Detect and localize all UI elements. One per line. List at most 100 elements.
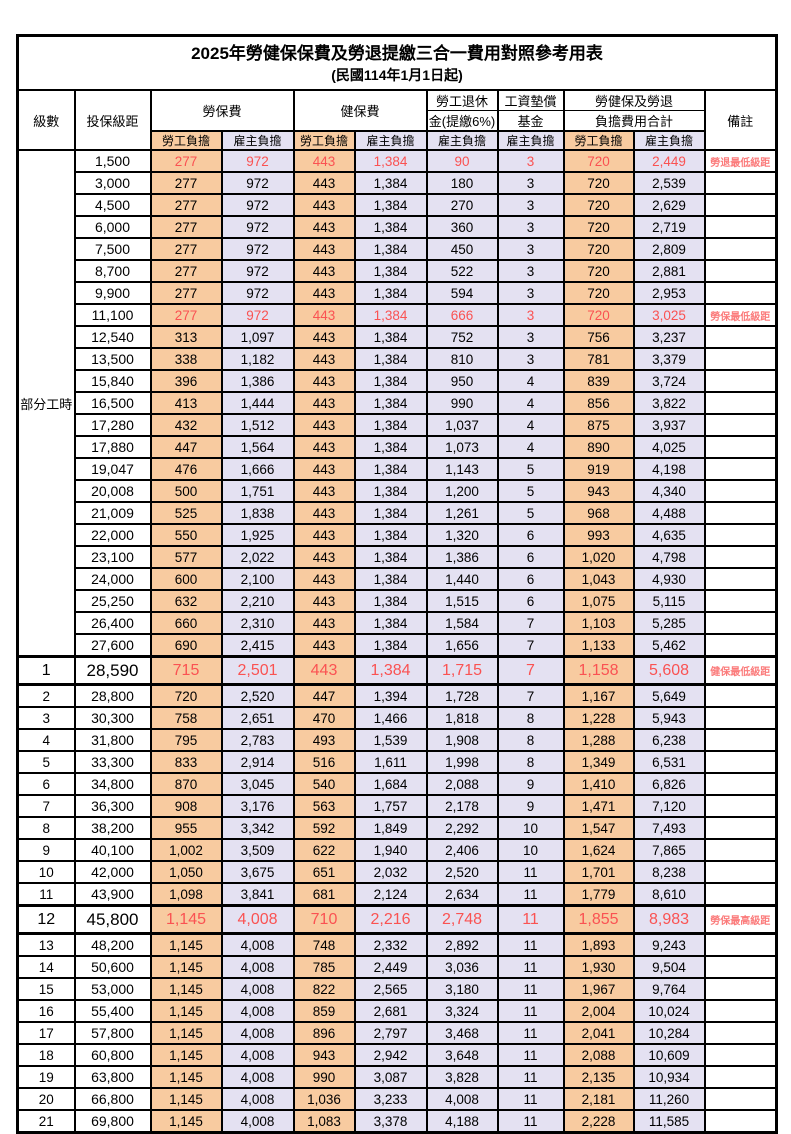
health-insurance-employee-cell: 443 xyxy=(292,193,356,217)
table-row: 16,500 413 1,444 443 1,384 990 4 856 3,822 xyxy=(18,391,778,415)
total-employer-cell: 5,462 xyxy=(632,633,706,658)
remark-cell xyxy=(703,237,778,261)
labor-insurance-employer-cell: 3,841 xyxy=(220,882,295,907)
labor-insurance-employee-cell: 1,098 xyxy=(149,882,223,907)
health-insurance-employer-cell: 1,849 xyxy=(353,816,428,840)
table-row: 17,280 432 1,512 443 1,384 1,037 4 875 3,937 xyxy=(18,413,778,437)
bracket-cell: 3,000 xyxy=(73,171,152,195)
remark-cell xyxy=(703,1021,778,1045)
level-cell: 19 xyxy=(16,1065,76,1089)
health-insurance-employee-cell: 443 xyxy=(292,369,356,393)
level-cell: 16 xyxy=(16,999,76,1023)
table-row: 12,540 313 1,097 443 1,384 752 3 756 3,237 xyxy=(18,325,778,349)
total-employer-cell: 5,115 xyxy=(632,589,706,613)
pension-employer-cell: 1,656 xyxy=(425,633,499,658)
table-row: 13,500 338 1,182 443 1,384 810 3 781 3,379 xyxy=(18,347,778,371)
labor-insurance-employee-cell: 908 xyxy=(149,794,223,818)
table-row: 20,008 500 1,751 443 1,384 1,200 5 943 4,340 xyxy=(18,479,778,503)
remark-cell: 健保最低級距 xyxy=(703,655,778,686)
health-insurance-employee-cell: 990 xyxy=(292,1065,356,1089)
labor-insurance-employer-cell: 972 xyxy=(220,149,295,173)
wage-fund-employer-cell: 9 xyxy=(496,794,565,818)
total-employee-cell: 720 xyxy=(562,171,635,195)
subheader-labor-employer: 雇主負擔 xyxy=(220,130,295,151)
remark-cell xyxy=(703,413,778,437)
wage-fund-employer-cell: 11 xyxy=(496,1021,565,1045)
labor-insurance-employee-cell: 396 xyxy=(149,369,223,393)
health-insurance-employee-cell: 943 xyxy=(292,1043,356,1067)
labor-insurance-employer-cell: 2,651 xyxy=(220,706,295,730)
bracket-cell: 19,047 xyxy=(73,457,152,481)
health-insurance-employee-cell: 748 xyxy=(292,932,356,957)
wage-fund-employer-cell: 11 xyxy=(496,882,565,907)
header-sub-row: 勞工負擔 雇主負擔 勞工負擔 雇主負擔 雇主負擔 雇主負擔 勞工負擔 雇主負擔 xyxy=(18,130,777,151)
total-employee-cell: 720 xyxy=(562,303,635,327)
health-insurance-employer-cell: 3,378 xyxy=(353,1109,428,1134)
level-cell: 7 xyxy=(16,794,76,818)
table-row: 20 66,800 1,145 4,008 1,036 3,233 4,008 11 2,181… xyxy=(16,1087,778,1111)
bracket-cell: 66,800 xyxy=(73,1087,152,1111)
remark-cell: 勞退最低級距 xyxy=(703,149,778,173)
total-employee-cell: 1,158 xyxy=(562,655,635,686)
col-header-pension-line1: 勞工退休 xyxy=(425,89,499,111)
health-insurance-employee-cell: 443 xyxy=(292,589,356,613)
labor-insurance-employer-cell: 4,008 xyxy=(220,904,295,935)
title-row: 2025年勞健保保費及勞退提繳三合一費用對照參考用表 (民國114年1月1日起) xyxy=(16,34,778,91)
labor-insurance-employee-cell: 870 xyxy=(149,772,223,796)
wage-fund-employer-cell: 6 xyxy=(496,567,565,591)
labor-insurance-employee-cell: 277 xyxy=(149,215,223,239)
health-insurance-employee-cell: 443 xyxy=(292,171,356,195)
pension-employer-cell: 3,828 xyxy=(425,1065,499,1089)
total-employee-cell: 919 xyxy=(562,457,635,481)
level-cell: 9 xyxy=(16,838,76,862)
wage-fund-employer-cell: 3 xyxy=(496,347,565,371)
health-insurance-employee-cell: 447 xyxy=(292,683,356,708)
total-employer-cell: 8,610 xyxy=(632,882,706,907)
labor-insurance-employer-cell: 1,386 xyxy=(220,369,295,393)
health-insurance-employee-cell: 443 xyxy=(292,347,356,371)
total-employee-cell: 1,349 xyxy=(562,750,635,774)
bracket-cell: 30,300 xyxy=(73,706,152,730)
total-employer-cell: 4,930 xyxy=(632,567,706,591)
remark-cell xyxy=(703,999,778,1023)
bracket-cell: 20,008 xyxy=(73,479,152,503)
health-insurance-employer-cell: 1,384 xyxy=(353,435,428,459)
wage-fund-employer-cell: 11 xyxy=(496,860,565,884)
remark-cell xyxy=(703,794,778,818)
remark-cell xyxy=(703,567,778,591)
wage-fund-employer-cell: 3 xyxy=(496,281,565,305)
labor-insurance-employee-cell: 720 xyxy=(149,683,223,708)
remark-cell xyxy=(703,501,778,525)
table-row: 6,000 277 972 443 1,384 360 3 720 2,719 xyxy=(18,215,778,239)
level-cell: 11 xyxy=(16,882,76,907)
total-employee-cell: 890 xyxy=(562,435,635,459)
wage-fund-employer-cell: 8 xyxy=(496,728,565,752)
labor-insurance-employee-cell: 413 xyxy=(149,391,223,415)
table-row: 8 38,200 955 3,342 592 1,849 2,292 10 1,547 7,493 xyxy=(16,816,778,840)
bracket-cell: 28,590 xyxy=(73,655,152,686)
table-row: 22,000 550 1,925 443 1,384 1,320 6 993 4,635 xyxy=(18,523,778,547)
bracket-cell: 63,800 xyxy=(73,1065,152,1089)
remark-cell xyxy=(703,750,778,774)
wage-fund-employer-cell: 5 xyxy=(496,501,565,525)
labor-insurance-employee-cell: 1,002 xyxy=(149,838,223,862)
level-cell: 3 xyxy=(16,706,76,730)
table-row: 18 60,800 1,145 4,008 943 2,942 3,648 11 2,088 10… xyxy=(16,1043,778,1067)
health-insurance-employer-cell: 1,384 xyxy=(353,325,428,349)
health-insurance-employee-cell: 443 xyxy=(292,413,356,437)
wage-fund-employer-cell: 3 xyxy=(496,193,565,217)
pension-employer-cell: 3,648 xyxy=(425,1043,499,1067)
subheader-total-employer: 雇主負擔 xyxy=(632,130,706,151)
labor-insurance-employer-cell: 4,008 xyxy=(220,977,295,1001)
total-employer-cell: 2,809 xyxy=(632,237,706,261)
wage-fund-employer-cell: 3 xyxy=(496,215,565,239)
level-cell: 5 xyxy=(16,750,76,774)
remark-cell xyxy=(703,1109,778,1134)
remark-cell xyxy=(703,589,778,613)
labor-insurance-employer-cell: 1,838 xyxy=(220,501,295,525)
health-insurance-employer-cell: 1,940 xyxy=(353,838,428,862)
remark-cell xyxy=(703,457,778,481)
total-employer-cell: 5,943 xyxy=(632,706,706,730)
pension-employer-cell: 1,998 xyxy=(425,750,499,774)
labor-insurance-employer-cell: 2,914 xyxy=(220,750,295,774)
